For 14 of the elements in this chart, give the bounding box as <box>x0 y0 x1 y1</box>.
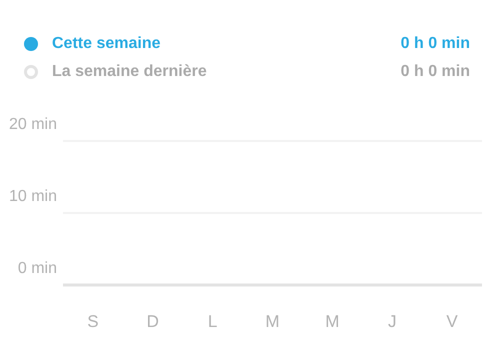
x-tick-label: D <box>146 312 159 332</box>
y-tick-label: 0 min <box>18 260 57 278</box>
y-tick-label: 10 min <box>8 188 57 206</box>
legend-label: Cette semaine <box>52 35 162 53</box>
text: 0 h 0 min <box>400 35 470 53</box>
x-tick-label: M <box>265 312 280 332</box>
text: 0 h 0 min <box>400 63 470 81</box>
x-tick-label: V <box>446 312 458 332</box>
x-tick-label: S <box>87 312 99 332</box>
x-tick-label: J <box>388 312 396 332</box>
x-tick-label: M <box>325 312 340 332</box>
legend-label: La semaine dernière <box>52 63 208 81</box>
y-tick-label: 20 min <box>8 116 57 134</box>
x-tick-label: L <box>208 312 218 332</box>
